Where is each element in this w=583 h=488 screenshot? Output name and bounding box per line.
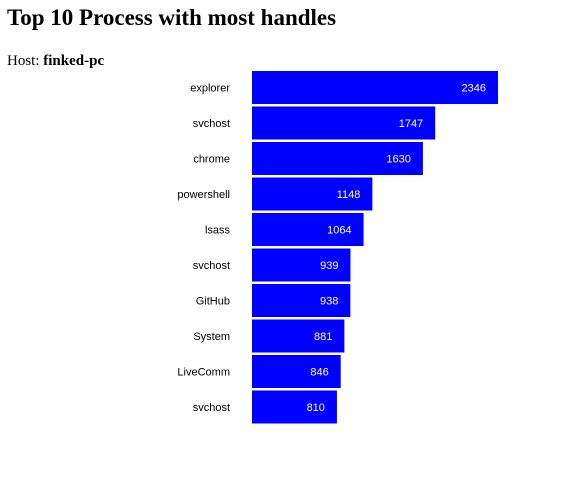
category-label-4: powershell [177,189,230,201]
bar-7 [252,284,351,317]
host-line: Host: finked-pc [7,52,104,70]
host-label: Host: [7,53,40,69]
value-label-2: 1747 [399,118,423,130]
category-label-6: svchost [193,260,230,272]
bar-10 [252,390,337,424]
category-label-3: chrome [193,154,230,166]
category-label-2: svchost [193,118,230,130]
bar-1 [252,71,498,104]
value-label-4: 1148 [337,189,361,201]
bar-5 [252,213,364,246]
value-label-5: 1064 [327,225,351,237]
bar-4 [252,177,373,211]
category-label-7: GitHub [196,296,230,308]
value-label-1: 2346 [462,83,486,95]
value-label-10: 810 [307,402,325,414]
category-label-9: LiveComm [177,367,230,379]
bar-3 [252,142,423,175]
page-title: Top 10 Process with most handles [7,5,337,30]
bar-8 [252,319,345,353]
value-label-6: 939 [320,260,338,272]
category-label-10: svchost [193,402,230,414]
bar-9 [252,355,341,388]
bar-6 [252,248,351,282]
category-label-1: explorer [190,83,230,95]
category-label-8: System [193,331,230,343]
host-name: finked-pc [43,53,105,69]
bar-2 [252,106,436,140]
value-label-8: 881 [314,331,332,343]
category-label-5: lsass [205,225,231,237]
value-label-3: 1630 [386,154,410,166]
value-label-9: 846 [310,367,328,379]
value-label-7: 938 [320,296,338,308]
